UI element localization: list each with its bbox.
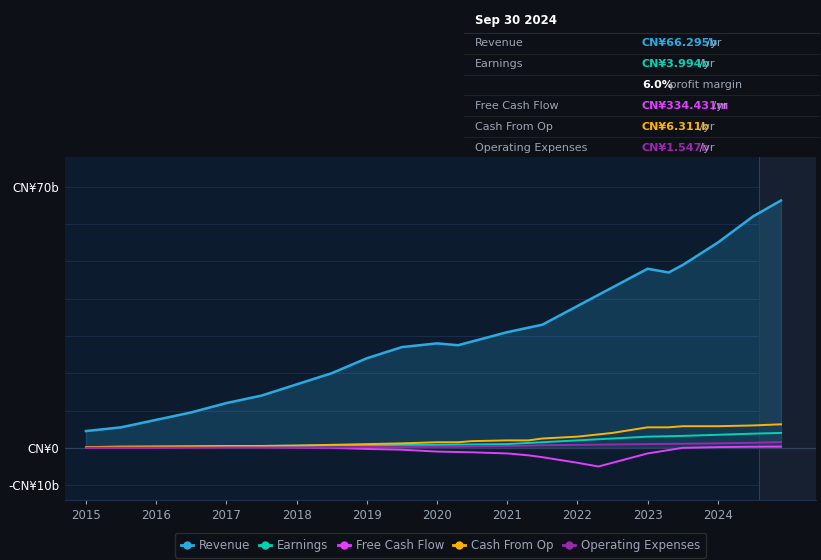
Text: /yr: /yr [703,39,721,48]
Text: /yr: /yr [696,143,715,152]
Text: 6.0%: 6.0% [642,80,673,90]
Text: profit margin: profit margin [666,80,742,90]
Text: Revenue: Revenue [475,39,524,48]
Text: /yr: /yr [709,101,727,111]
Text: Sep 30 2024: Sep 30 2024 [475,14,557,27]
Text: CN¥1.547b: CN¥1.547b [642,143,710,152]
Text: CN¥6.311b: CN¥6.311b [642,122,710,132]
Text: Cash From Op: Cash From Op [475,122,553,132]
Text: CN¥334.431m: CN¥334.431m [642,101,729,111]
Text: CN¥3.994b: CN¥3.994b [642,59,710,69]
Bar [759,157,816,500]
Text: Operating Expenses: Operating Expenses [475,143,587,152]
Text: /yr: /yr [696,59,715,69]
Text: Earnings: Earnings [475,59,523,69]
Text: /yr: /yr [696,122,715,132]
Text: CN¥66.295b: CN¥66.295b [642,39,718,48]
Text: Free Cash Flow: Free Cash Flow [475,101,558,111]
Legend: Revenue, Earnings, Free Cash Flow, Cash From Op, Operating Expenses: Revenue, Earnings, Free Cash Flow, Cash … [175,533,706,558]
